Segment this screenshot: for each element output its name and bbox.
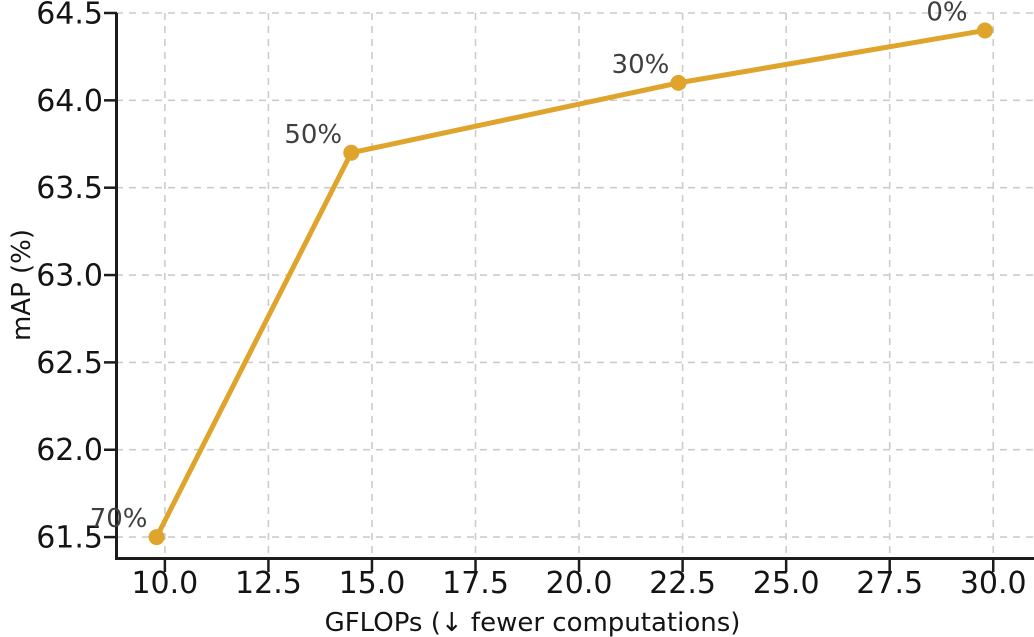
y-tick-label: 63.0 — [36, 259, 103, 294]
y-tick-label: 64.5 — [36, 0, 103, 32]
data-point-annotation: 50% — [284, 120, 342, 150]
y-tick-label: 62.5 — [36, 346, 103, 381]
data-point-marker — [670, 74, 687, 91]
y-tick-label: 63.5 — [36, 171, 103, 206]
x-tick-label: 12.5 — [235, 566, 302, 601]
data-point-marker — [343, 144, 360, 161]
x-tick-label: 17.5 — [442, 566, 509, 601]
x-tick-label: 20.0 — [546, 566, 613, 601]
data-point-annotation: 0% — [926, 0, 967, 27]
y-tick-label: 64.0 — [36, 84, 103, 119]
data-point-annotation: 30% — [612, 50, 670, 80]
data-point-annotation: 70% — [90, 504, 148, 534]
x-tick-label: 15.0 — [339, 566, 406, 601]
data-point-marker — [976, 22, 993, 39]
x-axis-label: GFLOPs (↓ fewer computations) — [325, 608, 741, 637]
y-tick-label: 61.5 — [36, 521, 103, 556]
data-point-marker — [148, 529, 165, 546]
y-axis-label: mAP (%) — [7, 229, 37, 341]
y-tick-label: 62.0 — [36, 433, 103, 468]
data-line — [154, 27, 988, 540]
x-tick-label: 10.0 — [131, 566, 198, 601]
x-tick-label: 30.0 — [960, 566, 1027, 601]
x-tick-label: 22.5 — [649, 566, 716, 601]
x-tick-label: 27.5 — [856, 566, 923, 601]
x-tick-label: 25.0 — [753, 566, 820, 601]
